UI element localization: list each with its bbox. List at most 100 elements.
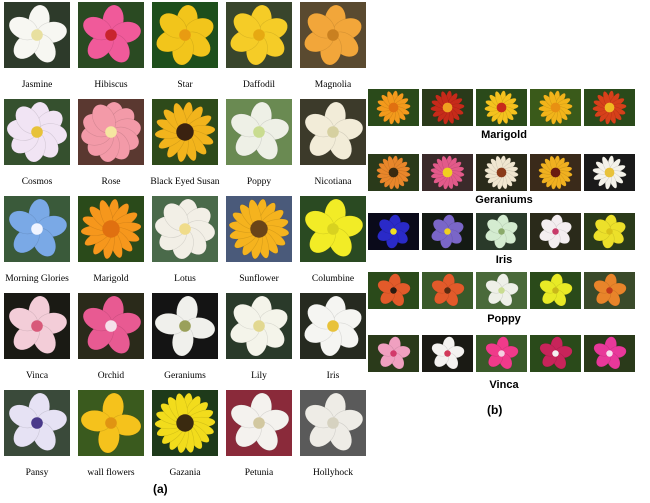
flower-cell-jasmine: Jasmine (2, 2, 72, 99)
flower-cell-star: Star (150, 2, 220, 99)
flower-label: Sunflower (239, 274, 279, 284)
flower-label: Rose (101, 177, 121, 187)
flower-label: Poppy (246, 177, 272, 187)
class-sample-photo (368, 272, 419, 309)
class-sample-photo (422, 335, 473, 372)
flower-label: Star (177, 80, 193, 90)
flower-cell-pansy: Pansy (2, 390, 72, 487)
flower-label: Cosmos (21, 177, 53, 187)
flower-cell-marigold: Marigold (76, 196, 146, 293)
flower-label: Geraniums (164, 371, 206, 381)
flower-label: Morning Glories (5, 274, 69, 284)
class-row-poppy (368, 272, 640, 309)
flower-label: Lily (251, 371, 267, 381)
flower-photo-gazania (152, 390, 218, 456)
class-label-geraniums: Geraniums (475, 194, 533, 206)
flower-photo-columbine (300, 196, 366, 262)
class-sample-photo (368, 89, 419, 126)
class-sample-photo (368, 154, 419, 191)
flower-cell-rose: Rose (76, 99, 146, 196)
class-sample-photo (422, 272, 473, 309)
class-sample-photo (422, 154, 473, 191)
flower-label: Hibiscus (94, 80, 128, 90)
flower-cell-daffodil: Daffodil (224, 2, 294, 99)
flower-cell-geraniums: Geraniums (150, 293, 220, 390)
class-sample-photo (584, 89, 635, 126)
flower-label: Magnolia (314, 80, 352, 90)
flower-cell-sunflower: Sunflower (224, 196, 294, 293)
flower-cell-lotus: Lotus (150, 196, 220, 293)
class-sample-photo (476, 154, 527, 191)
flower-photo-hibiscus (78, 2, 144, 68)
class-label-poppy: Poppy (487, 313, 521, 325)
class-sample-photo (584, 335, 635, 372)
class-row-marigold (368, 89, 640, 126)
flower-photo-hollyhock (300, 390, 366, 456)
flower-photo-sunflower (226, 196, 292, 262)
flower-label: Jasmine (21, 80, 53, 90)
flower-photo-lily (226, 293, 292, 359)
flower-cell-nicotiana: Nicotiana (298, 99, 368, 196)
class-sample-photo (368, 213, 419, 250)
flower-photo-pansy (4, 390, 70, 456)
flower-photo-iris (300, 293, 366, 359)
flower-photo-geraniums (152, 293, 218, 359)
flower-label: Black Eyed Susan (150, 177, 220, 187)
flower-label: Nicotiana (314, 177, 352, 187)
class-sample-photo (584, 154, 635, 191)
flower-cell-wall-flowers: wall flowers (76, 390, 146, 487)
flower-label: wall flowers (87, 468, 135, 478)
flower-label: Petunia (244, 468, 274, 478)
flower-label: Columbine (311, 274, 355, 284)
flower-photo-jasmine (4, 2, 70, 68)
class-sample-photo (368, 335, 419, 372)
class-row-vinca (368, 335, 640, 372)
flower-label: Hollyhock (312, 468, 354, 478)
flower-cell-gazania: Gazania (150, 390, 220, 487)
panel-b-label: (b) (487, 403, 503, 417)
class-label-iris: Iris (495, 254, 513, 266)
class-sample-photo (476, 272, 527, 309)
flower-label: Gazania (169, 468, 201, 478)
panel-a-grid: Jasmine Hibiscus Star Daffodil Magnolia Cosmo… (2, 2, 368, 487)
flower-label: Pansy (25, 468, 49, 478)
flower-label: Daffodil (242, 80, 275, 90)
flower-cell-hollyhock: Hollyhock (298, 390, 368, 487)
flower-photo-poppy (226, 99, 292, 165)
class-sample-photo (476, 335, 527, 372)
class-sample-photo (422, 89, 473, 126)
flower-label: Lotus (174, 274, 196, 284)
flower-photo-morning-glories (4, 196, 70, 262)
flower-cell-cosmos: Cosmos (2, 99, 72, 196)
flower-label: Marigold (93, 274, 129, 284)
flower-photo-black-eyed-susan (152, 99, 218, 165)
flower-cell-iris: Iris (298, 293, 368, 390)
flower-photo-rose (78, 99, 144, 165)
flower-cell-magnolia: Magnolia (298, 2, 368, 99)
flower-photo-orchid (78, 293, 144, 359)
flower-cell-black-eyed-susan: Black Eyed Susan (150, 99, 220, 196)
flower-label: Orchid (97, 371, 125, 381)
class-label-marigold: Marigold (481, 129, 527, 141)
class-row-geraniums (368, 154, 640, 191)
class-sample-photo (476, 213, 527, 250)
flower-photo-marigold (78, 196, 144, 262)
class-sample-photo (584, 213, 635, 250)
class-sample-photo (422, 213, 473, 250)
flower-cell-poppy: Poppy (224, 99, 294, 196)
flower-label: Vinca (25, 371, 49, 381)
flower-cell-petunia: Petunia (224, 390, 294, 487)
flower-photo-daffodil (226, 2, 292, 68)
class-sample-photo (530, 335, 581, 372)
flower-photo-cosmos (4, 99, 70, 165)
class-label-vinca: Vinca (489, 379, 519, 391)
flower-photo-star (152, 2, 218, 68)
flower-photo-lotus (152, 196, 218, 262)
panel-a-label: (a) (153, 482, 168, 496)
class-sample-photo (476, 89, 527, 126)
flower-label: Iris (326, 371, 340, 381)
flower-cell-hibiscus: Hibiscus (76, 2, 146, 99)
class-sample-photo (530, 89, 581, 126)
flower-photo-wall-flowers (78, 390, 144, 456)
flower-cell-lily: Lily (224, 293, 294, 390)
